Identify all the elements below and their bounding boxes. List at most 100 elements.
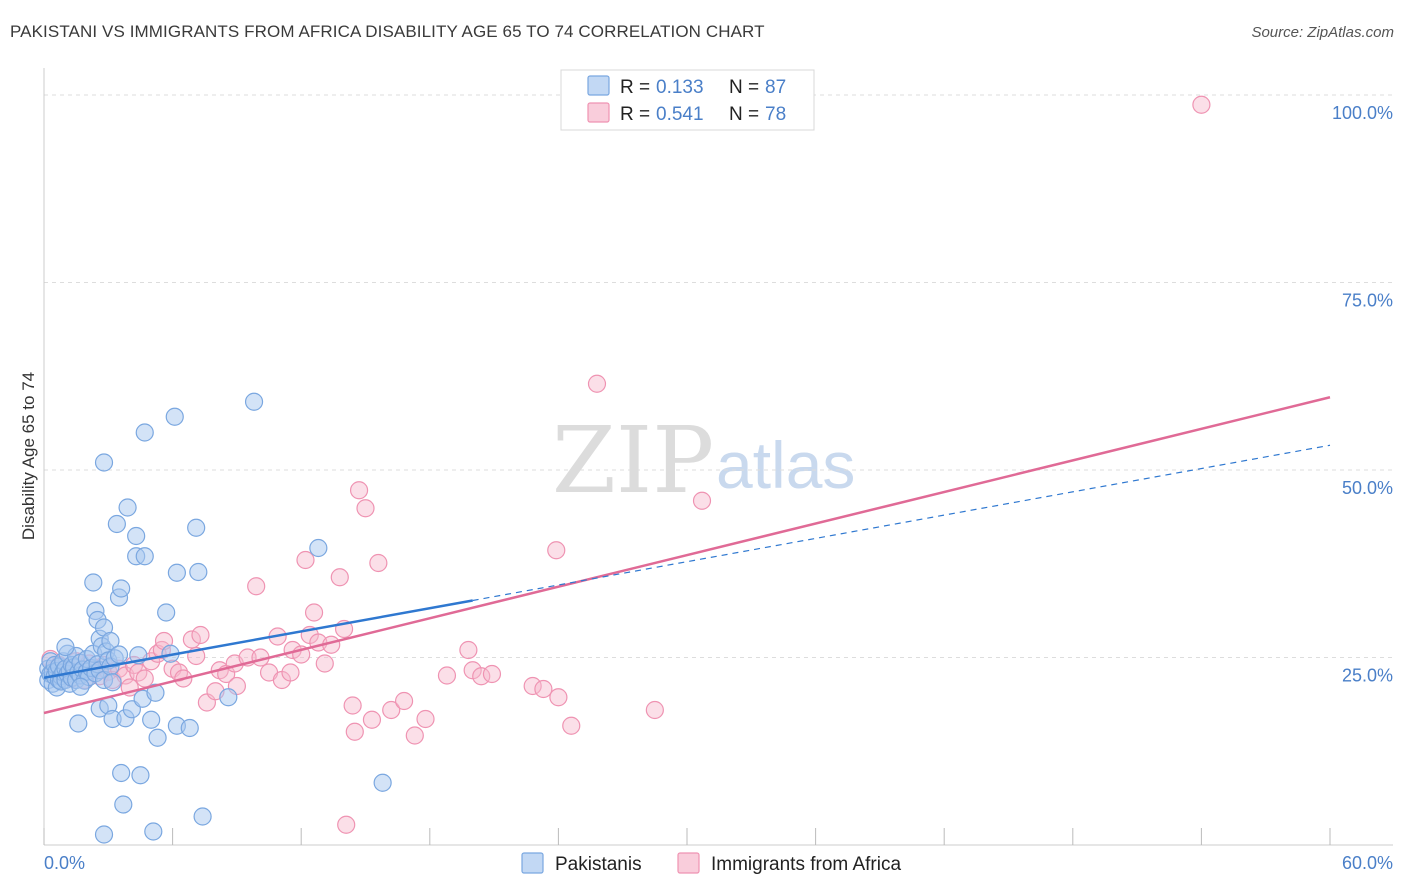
data-point-immigrants	[534, 679, 553, 699]
data-point-immigrants	[369, 553, 388, 573]
data-point-immigrants	[382, 700, 401, 720]
legend-n-value: 87	[765, 77, 786, 98]
legend-stats: R = 0.133 N = 87 R = 0.541 N = 78	[560, 69, 815, 131]
series-pakistanis	[39, 392, 392, 844]
data-point-immigrants	[304, 603, 324, 622]
data-point-pakistanis	[118, 498, 137, 517]
x-tick-label-min: 0.0%	[44, 853, 85, 873]
data-point-immigrants	[330, 568, 349, 587]
legend-r-label: R =	[620, 104, 650, 125]
data-point-immigrants	[587, 374, 607, 393]
data-point-immigrants	[437, 666, 457, 685]
legend-swatch-immigrants	[587, 102, 610, 123]
data-point-pakistanis	[189, 562, 208, 582]
data-point-immigrants	[472, 667, 491, 686]
y-tick-label: 50.0%	[1342, 478, 1393, 498]
data-point-pakistanis	[56, 637, 75, 657]
legend-label-immigrants: Immigrants from Africa	[711, 854, 901, 875]
data-point-pakistanis	[114, 795, 133, 814]
data-point-immigrants	[482, 664, 502, 684]
legend-r-value: 0.541	[656, 104, 704, 125]
legend-swatch-immigrants	[677, 852, 700, 874]
legend-n-value: 78	[765, 104, 786, 125]
data-point-pakistanis	[112, 579, 131, 598]
legend-swatch-pakistanis	[587, 75, 610, 96]
legend-swatch-pakistanis	[521, 852, 544, 874]
data-point-immigrants	[562, 716, 581, 735]
y-tick-label: 75.0%	[1342, 291, 1393, 311]
legend-r-value: 0.133	[656, 77, 704, 98]
legend-n-label: N =	[729, 104, 759, 125]
watermark: ZIP atlas	[552, 407, 855, 514]
chart-source: Source: ZipAtlas.com	[1251, 24, 1394, 41]
data-point-pakistanis	[142, 710, 161, 729]
data-point-pakistanis	[167, 563, 186, 582]
trend-line-pakistanis-extension	[472, 444, 1331, 602]
data-point-pakistanis	[180, 718, 199, 738]
data-point-pakistanis	[94, 453, 114, 472]
trend-lines	[43, 396, 1331, 715]
data-point-immigrants	[459, 640, 478, 660]
data-point-pakistanis	[71, 677, 90, 696]
data-point-pakistanis	[135, 423, 154, 442]
y-tick-label: 100.0%	[1332, 103, 1393, 123]
data-point-pakistanis	[148, 728, 167, 747]
chart-title: PAKISTANI VS IMMIGRANTS FROM AFRICA DISA…	[10, 22, 765, 41]
data-point-pakistanis	[193, 807, 212, 826]
y-axis-title: Disability Age 65 to 74	[19, 372, 38, 540]
data-point-pakistanis	[144, 822, 163, 841]
data-point-pakistanis	[135, 547, 154, 566]
data-point-pakistanis	[107, 514, 126, 534]
series-immigrants-from-africa	[41, 95, 1211, 834]
data-point-pakistanis	[131, 766, 150, 785]
x-tick-label-max: 60.0%	[1342, 853, 1393, 873]
data-point-pakistanis	[219, 688, 238, 707]
data-point-pakistanis	[373, 773, 392, 792]
data-point-immigrants	[343, 696, 362, 715]
data-point-immigrants	[281, 663, 300, 682]
axes	[43, 68, 1393, 846]
data-point-immigrants	[547, 541, 566, 560]
data-point-immigrants	[337, 815, 356, 834]
data-point-pakistanis	[157, 603, 176, 622]
data-point-immigrants	[549, 688, 568, 707]
data-point-pakistanis	[69, 714, 88, 733]
data-point-immigrants	[315, 654, 334, 673]
data-point-immigrants	[1192, 95, 1211, 114]
data-point-immigrants	[362, 710, 382, 729]
data-point-pakistanis	[101, 631, 120, 651]
data-point-immigrants	[416, 709, 435, 729]
y-tick-labels: 25.0% 50.0% 75.0% 100.0%	[1332, 103, 1393, 686]
data-point-immigrants	[191, 625, 210, 645]
data-point-immigrants	[394, 691, 414, 711]
trend-line-pakistanis	[43, 599, 473, 679]
data-point-immigrants	[296, 550, 315, 570]
data-point-pakistanis	[84, 573, 103, 592]
data-point-immigrants	[349, 481, 369, 500]
data-point-immigrants	[247, 577, 266, 596]
data-point-pakistanis	[244, 392, 264, 411]
data-point-pakistanis	[127, 526, 146, 546]
legend-label-pakistanis: Pakistanis	[555, 854, 642, 875]
y-tick-label: 25.0%	[1342, 666, 1393, 686]
data-point-pakistanis	[112, 763, 131, 783]
data-point-pakistanis	[187, 518, 206, 537]
legend-r-label: R =	[620, 77, 650, 98]
data-point-pakistanis	[94, 825, 114, 844]
gridlines	[44, 94, 1393, 658]
watermark-zip: ZIP	[552, 407, 714, 514]
data-point-immigrants	[356, 499, 375, 518]
data-point-immigrants	[645, 700, 664, 720]
legend-series: Pakistanis Immigrants from Africa	[521, 852, 901, 875]
data-point-pakistanis	[165, 407, 184, 426]
data-point-pakistanis	[146, 683, 165, 702]
data-point-immigrants	[135, 669, 154, 688]
data-point-pakistanis	[309, 538, 328, 558]
trend-line-immigrants	[43, 396, 1331, 715]
data-point-pakistanis	[103, 673, 122, 692]
data-point-immigrants	[345, 722, 364, 741]
legend-n-label: N =	[729, 77, 759, 98]
data-point-immigrants	[523, 676, 542, 696]
data-point-pakistanis	[109, 645, 129, 664]
